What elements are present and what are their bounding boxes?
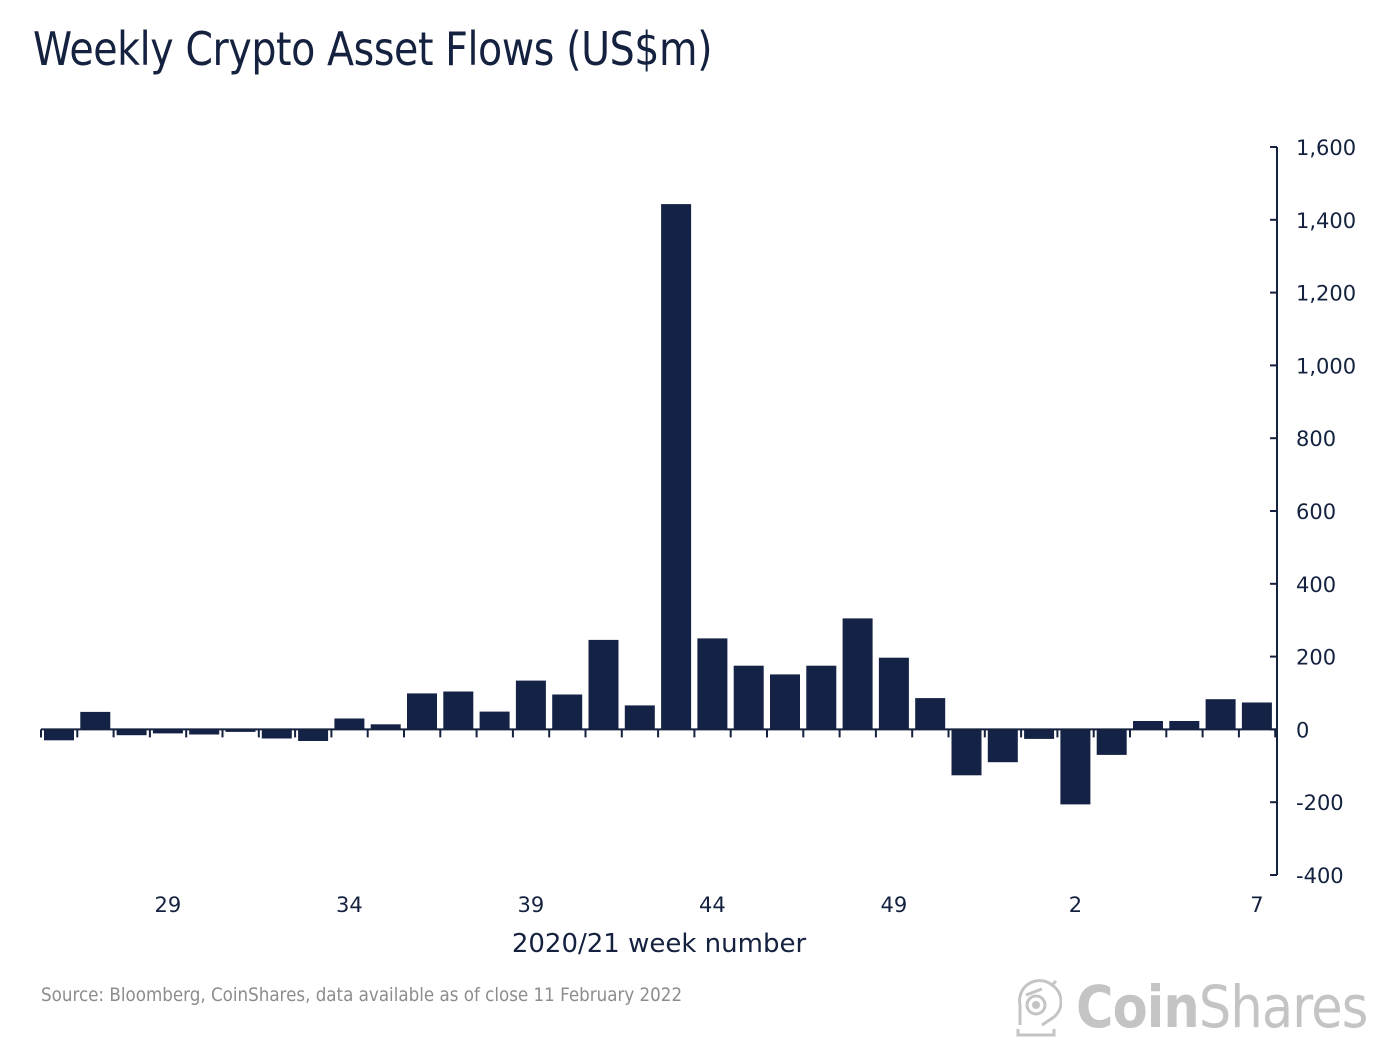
x-tick-label: 49 <box>881 893 908 917</box>
bar-week-3 <box>1096 729 1127 755</box>
bars-group <box>44 204 1272 805</box>
bar-week-30 <box>189 729 220 735</box>
bar-week-33 <box>298 729 329 741</box>
y-tick-label: 600 <box>1296 500 1336 524</box>
bar-week-52 <box>987 729 1018 763</box>
bar-week-51 <box>951 729 982 776</box>
y-tick-label: 1,600 <box>1296 136 1356 160</box>
bar-week-50 <box>915 698 946 730</box>
logo-wordmark-light: Shares <box>1198 973 1368 1041</box>
bar-week-41 <box>588 639 619 730</box>
bar-week-36 <box>407 693 437 730</box>
bar-week-1 <box>1024 729 1055 739</box>
bar-week-28 <box>116 729 147 736</box>
bar-week-27 <box>80 711 111 730</box>
bar-chart: 29 34 39 44 49 2 7 -400 -200 0 200 400 600 800 1,000 1… <box>40 136 1356 959</box>
bar-week-7 <box>1241 702 1272 730</box>
bar-week-2 <box>1060 729 1091 805</box>
source-note: Source: Bloomberg, CoinShares, data avai… <box>41 984 683 1006</box>
bar-week-26 <box>44 729 74 741</box>
logo-wordmark: CoinShares <box>1076 973 1368 1041</box>
bar-week-45 <box>733 665 764 730</box>
bar-week-5 <box>1169 721 1200 730</box>
x-axis-title: 2020/21 week number <box>512 929 807 959</box>
y-axis: -400 -200 0 200 400 600 800 1,000 1,200 1,400 1,60… <box>1270 136 1356 888</box>
y-tick-label: -200 <box>1296 791 1344 815</box>
bar-week-35 <box>370 724 401 730</box>
y-tick-label: 0 <box>1296 718 1309 742</box>
helmet-icon <box>1016 979 1062 1037</box>
bar-week-46 <box>770 674 800 730</box>
bar-week-49 <box>878 657 909 730</box>
x-axis: 29 34 39 44 49 2 7 <box>40 728 1277 917</box>
bar-week-40 <box>552 694 583 730</box>
bar-week-31 <box>225 729 256 732</box>
y-tick-label: 800 <box>1296 427 1336 451</box>
bar-week-43 <box>661 204 692 730</box>
x-tick-label: 2 <box>1069 893 1082 917</box>
chart-title: Weekly Crypto Asset Flows (US$m) <box>33 22 713 76</box>
bar-week-38 <box>479 711 510 730</box>
coinshares-logo: CoinShares <box>1012 972 1400 1042</box>
bar-week-47 <box>806 665 837 730</box>
x-tick-label: 39 <box>518 893 545 917</box>
y-tick-label: 1,400 <box>1296 209 1356 233</box>
bar-week-32 <box>261 729 292 739</box>
bar-week-6 <box>1205 699 1236 730</box>
bar-week-34 <box>334 718 365 730</box>
y-tick-label: 1,200 <box>1296 282 1356 306</box>
bar-week-48 <box>842 618 873 730</box>
bar-week-4 <box>1133 721 1163 730</box>
y-tick-label: 1,000 <box>1296 354 1356 378</box>
x-tick-label: 7 <box>1250 893 1263 917</box>
bar-week-44 <box>697 638 728 730</box>
bar-week-42 <box>624 705 655 730</box>
x-tick-label: 29 <box>155 893 182 917</box>
x-tick-label: 34 <box>336 893 363 917</box>
bar-week-37 <box>443 691 474 730</box>
y-tick-label: 400 <box>1296 573 1336 597</box>
bar-week-29 <box>152 729 183 734</box>
y-tick-label: 200 <box>1296 646 1336 670</box>
logo-wordmark-bold: Coin <box>1076 973 1200 1041</box>
x-tick-label: 44 <box>699 893 726 917</box>
y-tick-label: -400 <box>1296 864 1344 888</box>
bar-week-39 <box>515 680 546 730</box>
